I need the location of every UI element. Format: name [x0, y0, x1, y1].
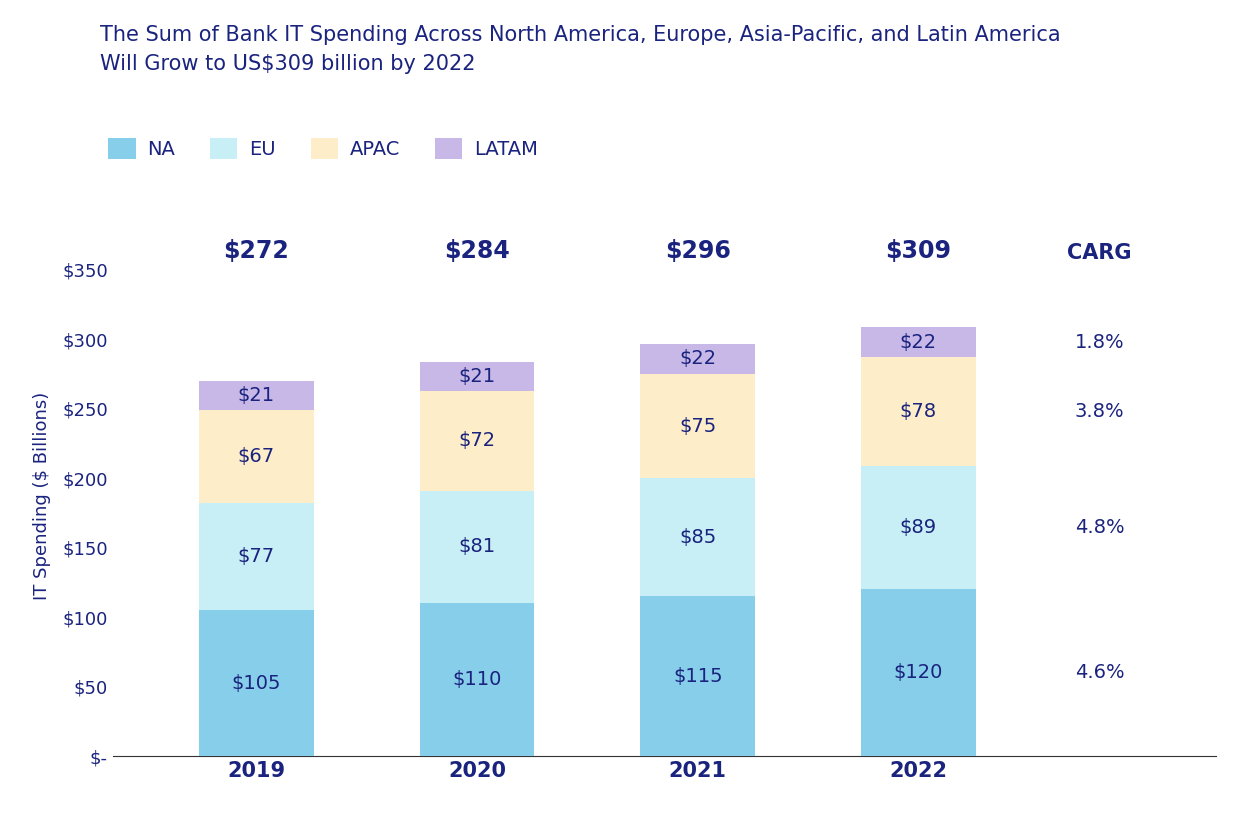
- Bar: [420, 603, 534, 756]
- Text: CARG: CARG: [1067, 243, 1131, 263]
- Text: 4.6%: 4.6%: [1075, 663, 1125, 682]
- Text: $110: $110: [453, 670, 502, 689]
- Text: $272: $272: [223, 239, 290, 263]
- Bar: [199, 381, 314, 410]
- Bar: [641, 596, 755, 756]
- Text: $85: $85: [680, 528, 716, 547]
- Bar: [641, 374, 755, 478]
- Text: $72: $72: [459, 431, 495, 450]
- Text: $22: $22: [900, 333, 937, 352]
- Bar: [641, 344, 755, 374]
- Bar: [420, 491, 534, 603]
- Text: $75: $75: [680, 417, 716, 436]
- Bar: [420, 361, 534, 391]
- Bar: [861, 327, 976, 357]
- Text: 4.8%: 4.8%: [1075, 518, 1125, 537]
- Bar: [861, 357, 976, 465]
- Text: $89: $89: [900, 518, 937, 537]
- Text: $67: $67: [238, 447, 275, 466]
- Text: $115: $115: [673, 667, 722, 685]
- Text: $77: $77: [238, 547, 275, 566]
- Legend: NA, EU, APAC, LATAM: NA, EU, APAC, LATAM: [100, 130, 545, 167]
- Text: 3.8%: 3.8%: [1075, 402, 1125, 421]
- Bar: [199, 410, 314, 503]
- Y-axis label: IT Spending ($ Billions): IT Spending ($ Billions): [33, 391, 51, 600]
- Text: $105: $105: [232, 674, 281, 693]
- Bar: [641, 478, 755, 596]
- Text: $21: $21: [459, 367, 495, 386]
- Bar: [199, 503, 314, 610]
- Text: The Sum of Bank IT Spending Across North America, Europe, Asia-Pacific, and Lati: The Sum of Bank IT Spending Across North…: [100, 25, 1061, 74]
- Bar: [199, 610, 314, 756]
- Bar: [861, 465, 976, 590]
- Text: $22: $22: [680, 349, 716, 368]
- Text: $21: $21: [238, 386, 275, 405]
- Bar: [420, 391, 534, 491]
- Text: 1.8%: 1.8%: [1075, 333, 1125, 352]
- Text: $81: $81: [459, 538, 495, 556]
- Text: $284: $284: [444, 239, 510, 263]
- Bar: [861, 590, 976, 756]
- Text: $296: $296: [665, 239, 731, 263]
- Text: $78: $78: [900, 402, 937, 421]
- Text: $120: $120: [894, 663, 943, 682]
- Text: $309: $309: [885, 239, 952, 263]
